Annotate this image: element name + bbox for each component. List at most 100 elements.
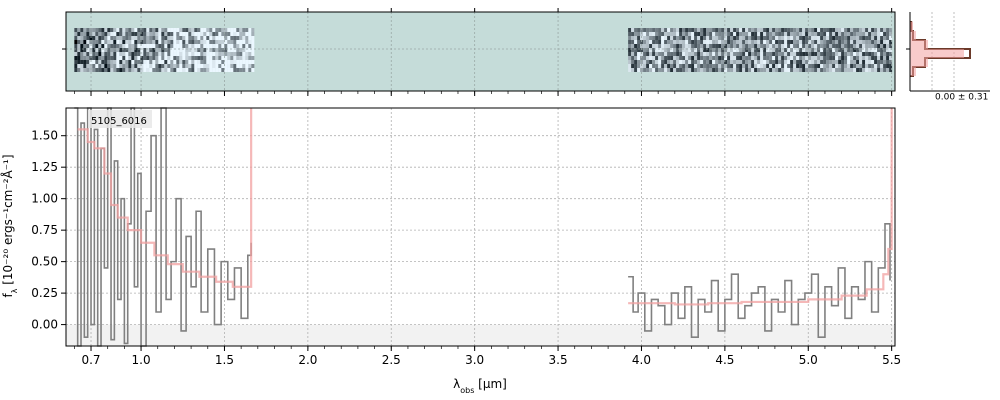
heatmap-pixel — [853, 64, 857, 68]
heatmap-pixel — [86, 36, 90, 40]
heatmap-pixel — [868, 28, 872, 32]
heatmap-pixel — [637, 40, 641, 44]
heatmap-pixel — [212, 56, 216, 60]
heatmap-pixel — [724, 52, 728, 56]
heatmap-pixel — [77, 60, 81, 64]
heatmap-pixel — [628, 52, 632, 56]
heatmap-pixel — [769, 48, 773, 52]
heatmap-pixel — [796, 48, 800, 52]
heatmap-pixel — [763, 48, 767, 52]
object-annotation: 5105_6016 — [91, 116, 147, 127]
heatmap-pixel — [703, 48, 707, 52]
heatmap-pixel — [787, 68, 791, 72]
heatmap-pixel — [793, 60, 797, 64]
heatmap-pixel — [104, 36, 108, 40]
heatmap-pixel — [203, 64, 207, 68]
heatmap-pixel — [772, 32, 776, 36]
heatmap-pixel — [829, 68, 833, 72]
heatmap-pixel — [730, 64, 734, 68]
heatmap-pixel — [694, 52, 698, 56]
heatmap-pixel — [730, 48, 734, 52]
heatmap-pixel — [871, 68, 875, 72]
profile-model — [910, 22, 964, 76]
heatmap-pixel — [200, 44, 204, 48]
heatmap-pixel — [125, 36, 129, 40]
heatmap-pixel — [185, 64, 189, 68]
heatmap-pixel — [769, 28, 773, 32]
heatmap-pixel — [841, 60, 845, 64]
heatmap-pixel — [820, 52, 824, 56]
heatmap-pixel — [868, 48, 872, 52]
heatmap-pixel — [227, 40, 231, 44]
x-tick-label: 4.0 — [632, 353, 651, 367]
heatmap-pixel — [134, 64, 138, 68]
heatmap-pixel — [874, 44, 878, 48]
heatmap-pixel — [104, 40, 108, 44]
heatmap-pixel — [116, 52, 120, 56]
heatmap-pixel — [209, 68, 213, 72]
heatmap-pixel — [877, 32, 881, 36]
heatmap-pixel — [176, 44, 180, 48]
heatmap-pixel — [92, 56, 96, 60]
heatmap-pixel — [688, 28, 692, 32]
heatmap-pixel — [697, 52, 701, 56]
heatmap-pixel — [116, 40, 120, 44]
heatmap-pixel — [125, 64, 129, 68]
heatmap-pixel — [667, 52, 671, 56]
heatmap-pixel — [772, 64, 776, 68]
heatmap-pixel — [80, 36, 84, 40]
heatmap-pixel — [865, 44, 869, 48]
heatmap-pixel — [209, 44, 213, 48]
heatmap-pixel — [125, 56, 129, 60]
heatmap-pixel — [628, 32, 632, 36]
heatmap-pixel — [874, 32, 878, 36]
heatmap-pixel — [212, 28, 216, 32]
heatmap-pixel — [724, 60, 728, 64]
heatmap-pixel — [805, 60, 809, 64]
heatmap-pixel — [167, 56, 171, 60]
heatmap-pixel — [215, 48, 219, 52]
heatmap-pixel — [104, 28, 108, 32]
heatmap-pixel — [248, 28, 252, 32]
heatmap-pixel — [712, 60, 716, 64]
heatmap-pixel — [107, 40, 111, 44]
heatmap-pixel — [98, 48, 102, 52]
heatmap-pixel — [227, 48, 231, 52]
heatmap-pixel — [200, 56, 204, 60]
heatmap-pixel — [862, 48, 866, 52]
heatmap-pixel — [77, 36, 81, 40]
series-line — [628, 223, 891, 338]
heatmap-pixel — [805, 36, 809, 40]
heatmap-pixel — [817, 44, 821, 48]
heatmap-pixel — [751, 60, 755, 64]
heatmap-pixel — [793, 48, 797, 52]
heatmap-pixel — [179, 52, 183, 56]
heatmap-pixel — [835, 28, 839, 32]
heatmap-pixel — [841, 68, 845, 72]
heatmap-pixel — [218, 28, 222, 32]
heatmap-pixel — [646, 52, 650, 56]
heatmap-pixel — [730, 52, 734, 56]
heatmap-pixel — [667, 48, 671, 52]
heatmap-pixel — [850, 48, 854, 52]
heatmap-pixel — [850, 40, 854, 44]
heatmap-pixel — [694, 60, 698, 64]
heatmap-pixel — [847, 28, 851, 32]
spectrum-2d-panel — [62, 8, 896, 96]
heatmap-pixel — [101, 48, 105, 52]
heatmap-pixel — [239, 52, 243, 56]
heatmap-pixel — [655, 60, 659, 64]
heatmap-pixel — [712, 32, 716, 36]
heatmap-pixel — [688, 32, 692, 36]
heatmap-pixel — [652, 64, 656, 68]
heatmap-pixel — [113, 44, 117, 48]
heatmap-pixel — [236, 60, 240, 64]
heatmap-pixel — [688, 40, 692, 44]
heatmap-pixel — [835, 64, 839, 68]
heatmap-pixel — [140, 52, 144, 56]
heatmap-pixel — [206, 28, 210, 32]
heatmap-pixel — [727, 36, 731, 40]
heatmap-pixel — [856, 64, 860, 68]
heatmap-pixel — [799, 68, 803, 72]
heatmap-pixel — [814, 48, 818, 52]
